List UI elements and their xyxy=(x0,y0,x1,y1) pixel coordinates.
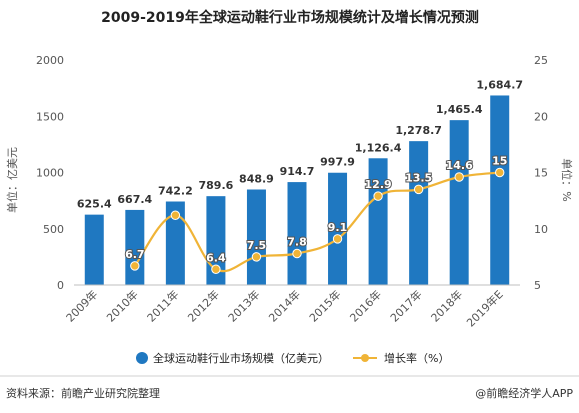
bar-value-label: 848.9 xyxy=(239,172,274,185)
footer-brand: @前瞻经济学人APP xyxy=(475,386,573,400)
x-tick-label: 2017年 xyxy=(387,287,424,324)
x-tick-label: 2016年 xyxy=(347,287,384,324)
growth-marker xyxy=(373,191,383,201)
growth-value-label: 14.6 xyxy=(446,159,473,172)
bar-value-label: 914.7 xyxy=(280,165,315,178)
legend-bar-swatch xyxy=(136,352,148,364)
bar xyxy=(368,158,388,285)
bar xyxy=(287,182,307,285)
y-left-tick-label: 1000 xyxy=(36,167,64,180)
y-right-tick-label: 15 xyxy=(534,167,548,180)
footer-source: 资料来源：前瞻产业研究院整理 xyxy=(6,386,160,400)
growth-marker xyxy=(130,261,140,271)
x-tick-label: 2013年 xyxy=(225,287,262,324)
x-tick-label: 2019年E xyxy=(463,287,505,329)
line-series: 6.7 6.4 7.5 7.8 9.1 12.9 13.5 14.6 15 xyxy=(124,154,508,274)
bar-value-label: 625.4 xyxy=(77,198,112,211)
bar-value-label: 1,278.7 xyxy=(395,124,442,137)
y-right-tick-label: 10 xyxy=(534,223,548,236)
bar xyxy=(84,214,104,285)
x-tick-label: 2014年 xyxy=(266,287,303,324)
x-tick-label: 2009年 xyxy=(63,287,100,324)
growth-value-label: 9.1 xyxy=(328,221,348,234)
y-left-tick-label: 2000 xyxy=(36,54,64,67)
growth-value-label: 12.9 xyxy=(365,178,392,191)
growth-value-label: 6.4 xyxy=(206,251,226,264)
legend-bar-label: 全球运动鞋行业市场规模（亿美元） xyxy=(153,351,329,365)
bar-value-label: 667.4 xyxy=(117,193,152,206)
bar xyxy=(328,172,348,285)
growth-marker xyxy=(413,184,424,195)
growth-marker xyxy=(495,167,505,178)
growth-value-label: 15 xyxy=(492,155,507,168)
legend-line-label: 增长率（%） xyxy=(384,351,449,365)
bar-series: 625.4 667.4 742.2 789.6 848.9 914.7 997.91,126… xyxy=(77,78,523,285)
growth-marker xyxy=(332,234,343,244)
bar xyxy=(165,201,185,285)
y-right-tick-label: 25 xyxy=(534,54,548,67)
x-tick-label: 2015年 xyxy=(306,287,343,324)
bar-value-label: 789.6 xyxy=(199,179,234,192)
bar xyxy=(246,189,266,285)
growth-marker xyxy=(251,252,262,262)
x-axis: 2009年 2010年 2011年 2012年 2013年 2014年 2015年 2016年… xyxy=(63,284,520,330)
legend: 全球运动鞋行业市场规模（亿美元） 增长率（%） xyxy=(136,351,449,365)
y-left-tick-label: 500 xyxy=(43,223,64,236)
y-left-tick-label: 1500 xyxy=(36,110,64,123)
bar-value-label: 1,684.7 xyxy=(476,78,523,91)
growth-value-label: 13.5 xyxy=(405,171,432,184)
bar xyxy=(490,95,510,285)
bar xyxy=(409,141,429,285)
bar-value-label: 997.9 xyxy=(320,156,355,169)
y-right-tick-label: 20 xyxy=(534,110,548,123)
bar xyxy=(449,120,469,285)
growth-value-label: 7.8 xyxy=(287,236,307,249)
growth-line xyxy=(133,171,500,273)
x-tick-label: 2010年 xyxy=(103,287,140,324)
y-right-tick-label: 5 xyxy=(534,279,541,292)
y-left-tick-label: 0 xyxy=(57,279,64,292)
y-axis-left: 0 500 1000 1500 2000 xyxy=(36,54,64,292)
chart-title: 2009-2019年全球运动鞋行业市场规模统计及增长情况预测 xyxy=(101,9,479,26)
legend-line-marker xyxy=(361,354,369,362)
growth-marker xyxy=(170,210,181,220)
bar xyxy=(206,196,226,285)
bar-value-label: 1,465.4 xyxy=(436,103,483,116)
x-tick-label: 2012年 xyxy=(185,287,222,324)
bar-value-label: 742.2 xyxy=(158,185,193,198)
growth-value-label: 7.5 xyxy=(247,239,267,252)
bar xyxy=(125,209,145,285)
y-axis-right: 5 10 15 20 25 xyxy=(534,54,548,292)
growth-value-label: 6.7 xyxy=(125,248,145,261)
growth-marker xyxy=(211,264,221,274)
x-tick-label: 2011年 xyxy=(144,287,181,324)
growth-marker xyxy=(454,172,464,182)
bar-value-label: 1,126.4 xyxy=(355,141,402,154)
growth-marker xyxy=(292,248,302,259)
x-tick-label: 2018年 xyxy=(428,287,465,324)
y-axis-right-label: 单位：% xyxy=(560,158,574,201)
y-axis-left-label: 单位：亿美元 xyxy=(5,147,19,213)
